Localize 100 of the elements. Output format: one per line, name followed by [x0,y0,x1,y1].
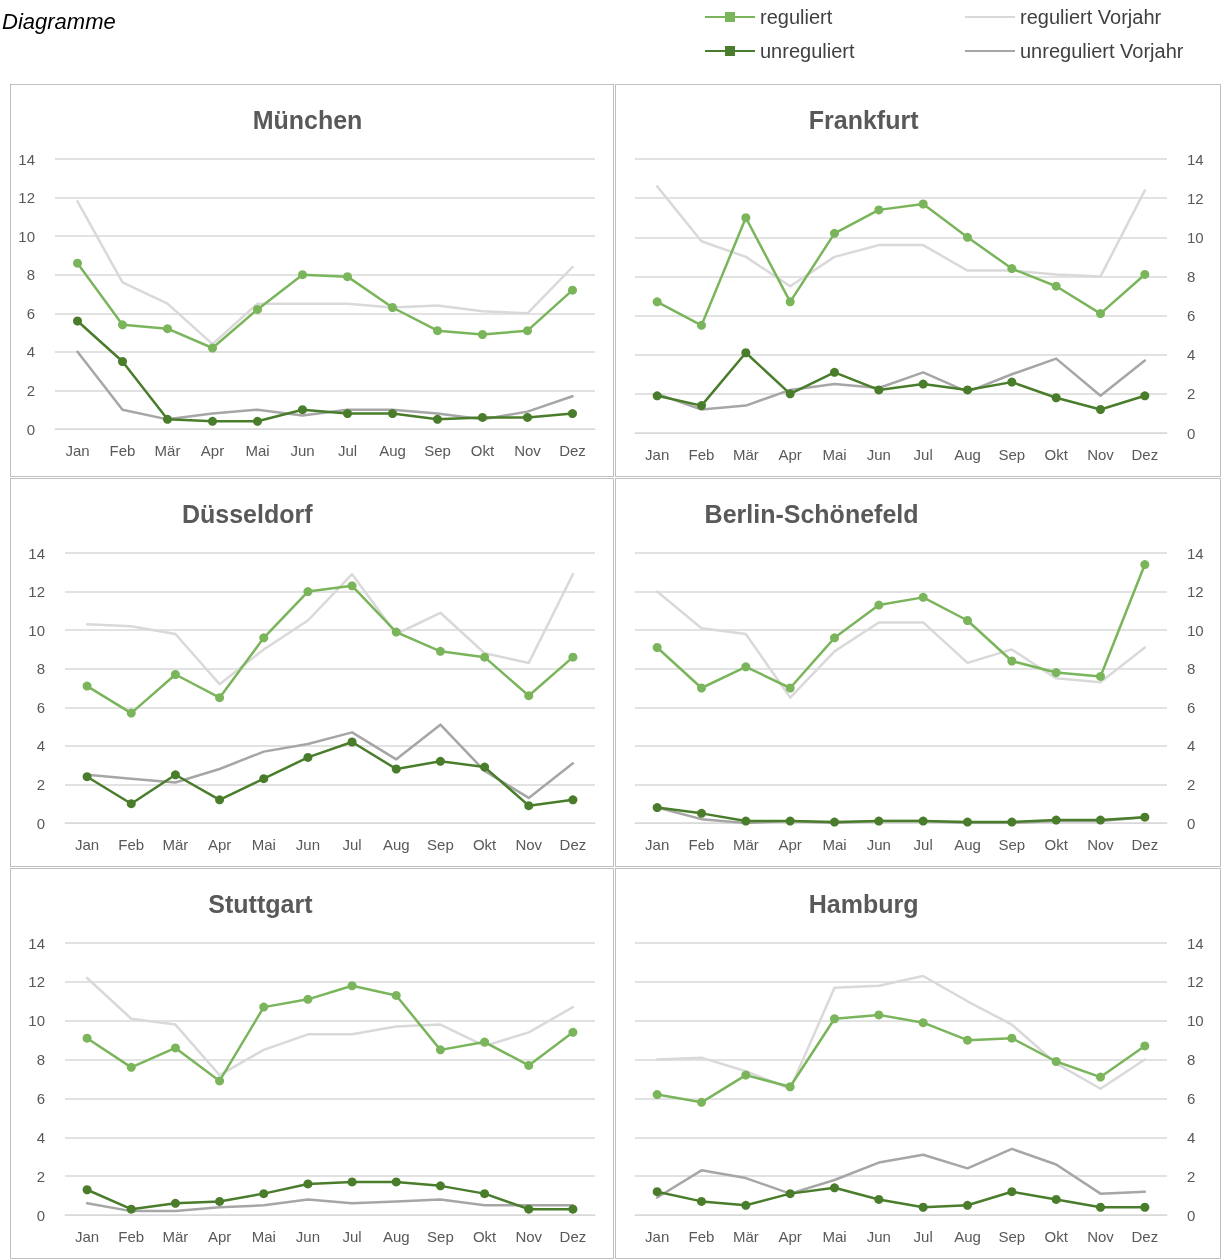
x-tick-label: Mär [732,836,759,853]
y-tick-label: 4 [36,1128,45,1146]
x-tick-label: Mai [822,446,847,463]
x-tick-label: Mai [251,836,276,853]
x-tick-label: Nov [1087,836,1115,853]
x-tick-label: Aug [954,836,981,853]
x-tick-label: Okt [1044,1228,1069,1245]
chart-title: Hamburg [808,889,919,918]
x-tick-label: Okt [1044,836,1069,853]
x-tick-label: Dez [1131,1228,1159,1245]
y-tick-label: 12 [1187,583,1204,601]
x-tick-label: Jul [337,442,358,459]
x-tick-label: Sep [998,1228,1026,1245]
x-tick-label: Feb [688,836,715,853]
x-tick-label: Jun [866,836,891,853]
chart-title: Düsseldorf [181,499,314,528]
x-tick-label: Jun [866,446,891,463]
y-tick-label: 8 [1187,1051,1196,1069]
y-tick-label: 12 [1187,973,1204,991]
x-tick-label: Mai [822,1228,847,1245]
x-tick-label: Mai [245,442,270,459]
x-tick-label: Nov [514,442,542,459]
x-tick-label: Mai [822,836,847,853]
x-tick-label: Aug [954,446,981,463]
x-tick-label: Aug [382,836,410,853]
x-tick-label: Feb [688,1228,715,1245]
x-tick-label: Jan [645,836,670,853]
x-tick-label: Dez [559,442,586,459]
x-tick-label: Jun [295,836,321,853]
y-tick-label: 4 [26,343,35,361]
y-tick-label: 4 [36,737,45,755]
x-tick-label: Apr [207,836,232,853]
x-tick-label: Dez [1131,446,1159,463]
legend-label: reguliert Vorjahr [1020,6,1162,28]
y-tick-label: 12 [28,973,45,991]
x-tick-label: Sep [998,446,1026,463]
x-tick-label: Apr [778,446,802,463]
x-tick-label: Apr [778,1228,802,1245]
y-tick-label: 4 [1187,1128,1196,1146]
x-tick-label: Sep [427,1228,454,1245]
x-tick-label: Jan [645,446,670,463]
x-tick-label: Apr [778,836,802,853]
x-tick-label: Jun [290,442,315,459]
x-tick-label: Mär [732,446,759,463]
chart-title: Berlin-Schönefeld [704,499,919,528]
x-tick-label: Okt [1044,446,1069,463]
y-tick-label: 8 [36,660,45,678]
y-tick-label: 6 [26,304,35,322]
x-tick-label: Jul [913,836,933,853]
chart-title: Frankfurt [808,105,920,134]
legend-label: unreguliert [760,40,855,62]
x-tick-label: Jan [74,1228,100,1245]
x-tick-label: Nov [515,1228,543,1245]
x-tick-label: Jan [645,1228,670,1245]
x-tick-label: Aug [379,442,406,459]
y-tick-label: 2 [26,381,35,399]
y-tick-label: 12 [1187,189,1204,207]
y-tick-label: 14 [18,150,35,168]
y-tick-label: 4 [1187,737,1196,755]
y-tick-label: 8 [1187,267,1196,285]
x-tick-label: Dez [559,1228,587,1245]
x-tick-label: Jul [913,446,933,463]
x-tick-label: Mär [154,442,181,459]
x-tick-label: Dez [1131,836,1159,853]
y-tick-label: 12 [28,583,45,601]
y-tick-label: 14 [28,544,45,562]
x-tick-label: Feb [688,446,715,463]
x-tick-label: Mai [251,1228,276,1245]
y-tick-label: 12 [18,189,35,207]
y-tick-label: 10 [1187,1012,1204,1030]
y-tick-label: 10 [28,621,45,639]
y-tick-label: 14 [1187,934,1204,952]
y-tick-label: 0 [1187,814,1196,832]
y-tick-label: 6 [36,1089,45,1107]
y-tick-label: 8 [36,1051,45,1069]
y-tick-label: 6 [36,698,45,716]
y-tick-label: 0 [26,420,35,438]
x-tick-label: Dez [559,836,587,853]
y-tick-label: 0 [36,814,45,832]
x-tick-label: Sep [424,442,451,459]
y-tick-label: 14 [28,934,45,952]
chart-title: München [252,105,363,134]
x-tick-label: Aug [954,1228,981,1245]
y-tick-label: 10 [1187,228,1204,246]
y-tick-label: 2 [36,775,45,793]
y-tick-label: 14 [1187,150,1204,168]
x-tick-label: Jun [295,1228,321,1245]
x-tick-label: Feb [118,1228,145,1245]
y-tick-label: 6 [1187,307,1196,325]
x-tick-label: Mär [732,1228,759,1245]
x-tick-label: Jul [342,1228,362,1245]
y-tick-label: 4 [1187,346,1196,364]
x-tick-label: Nov [515,836,543,853]
x-tick-label: Mär [162,1228,189,1245]
x-tick-label: Jun [866,1228,891,1245]
x-tick-label: Jan [65,442,90,459]
y-tick-label: 10 [1187,621,1204,639]
y-tick-label: 10 [28,1012,45,1030]
x-tick-label: Okt [472,1228,498,1245]
y-tick-label: 0 [36,1206,45,1224]
